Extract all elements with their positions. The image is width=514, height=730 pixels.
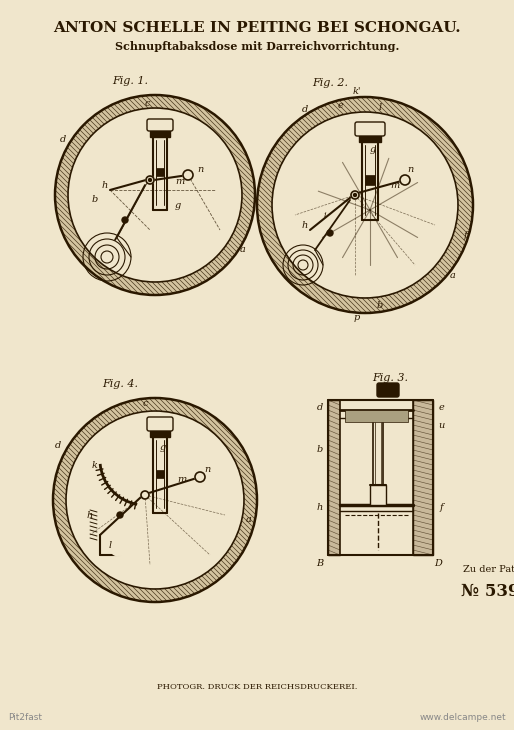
Text: k': k' <box>353 86 361 96</box>
Text: n: n <box>197 166 203 174</box>
Text: p: p <box>354 313 360 323</box>
Text: m: m <box>390 180 399 190</box>
Circle shape <box>141 491 149 499</box>
Bar <box>359 132 381 142</box>
Circle shape <box>272 112 458 298</box>
Text: c: c <box>336 401 340 409</box>
Text: n: n <box>407 166 413 174</box>
Text: m: m <box>177 474 187 483</box>
Text: e: e <box>438 404 444 412</box>
Text: u: u <box>438 420 444 429</box>
Text: B: B <box>317 558 323 567</box>
Text: Fig. 3.: Fig. 3. <box>372 373 408 383</box>
Circle shape <box>327 230 333 236</box>
Text: g: g <box>175 201 181 210</box>
Text: PHOTOGR. DRUCK DER REICHSDRUCKEREI.: PHOTOGR. DRUCK DER REICHSDRUCKEREI. <box>157 683 357 691</box>
Circle shape <box>55 95 255 295</box>
Text: a: a <box>246 515 252 524</box>
Text: g: g <box>370 145 376 155</box>
Text: m: m <box>175 177 185 186</box>
Bar <box>150 427 170 437</box>
Bar <box>370 485 386 505</box>
Text: d: d <box>302 104 308 113</box>
Text: D: D <box>434 558 442 567</box>
FancyBboxPatch shape <box>147 417 173 431</box>
Text: g: g <box>160 442 166 451</box>
Bar <box>365 175 375 185</box>
Text: www.delcampe.net: www.delcampe.net <box>419 713 506 723</box>
Circle shape <box>117 512 123 518</box>
Bar <box>156 168 164 176</box>
Text: f: f <box>439 504 443 512</box>
Bar <box>340 400 413 555</box>
Circle shape <box>195 472 205 482</box>
Text: e: e <box>337 101 343 110</box>
Text: h: h <box>102 180 108 190</box>
Text: a: a <box>450 271 456 280</box>
FancyBboxPatch shape <box>147 119 173 131</box>
Circle shape <box>146 176 154 184</box>
Text: f: f <box>463 231 467 239</box>
Text: n: n <box>204 466 210 474</box>
Circle shape <box>53 398 257 602</box>
Bar <box>156 470 164 478</box>
Text: Schnupftabaksdose mit Darreichvorrichtung.: Schnupftabaksdose mit Darreichvorrichtun… <box>115 40 399 52</box>
Circle shape <box>183 170 193 180</box>
Circle shape <box>66 411 244 589</box>
Text: c: c <box>142 399 148 407</box>
Text: a: a <box>240 245 246 255</box>
Text: Fig. 2.: Fig. 2. <box>312 78 348 88</box>
Text: k: k <box>92 461 98 469</box>
Text: A: A <box>384 383 392 393</box>
Text: № 53957.: № 53957. <box>461 583 514 600</box>
Text: b: b <box>92 196 98 204</box>
Bar <box>328 400 340 555</box>
Circle shape <box>354 193 357 196</box>
Bar <box>413 400 433 555</box>
Text: b: b <box>377 301 383 310</box>
Text: h: h <box>87 510 93 520</box>
Bar <box>345 410 408 422</box>
Circle shape <box>400 175 410 185</box>
Text: d: d <box>317 404 323 412</box>
Text: Pit2fast: Pit2fast <box>8 713 42 723</box>
Text: b: b <box>317 445 323 455</box>
Text: Zu der Patentschrift: Zu der Patentschrift <box>463 565 514 574</box>
Bar <box>150 127 170 137</box>
Text: d: d <box>55 440 61 450</box>
FancyBboxPatch shape <box>377 383 399 397</box>
Circle shape <box>68 108 242 282</box>
Text: i: i <box>324 211 326 219</box>
FancyBboxPatch shape <box>355 122 385 136</box>
Text: h: h <box>317 504 323 512</box>
Text: Fig. 4.: Fig. 4. <box>102 379 138 389</box>
Text: Fig. 1.: Fig. 1. <box>112 76 148 86</box>
Text: l: l <box>378 102 381 112</box>
Ellipse shape <box>111 544 129 556</box>
Circle shape <box>351 191 359 199</box>
Text: d: d <box>60 136 66 145</box>
Text: c: c <box>144 99 150 107</box>
Circle shape <box>257 97 473 313</box>
Circle shape <box>149 179 152 182</box>
Circle shape <box>122 217 128 223</box>
Text: ANTON SCHELLE IN PEITING BEI SCHONGAU.: ANTON SCHELLE IN PEITING BEI SCHONGAU. <box>53 21 461 35</box>
Text: l: l <box>108 540 112 550</box>
Ellipse shape <box>128 545 142 555</box>
Text: h: h <box>302 220 308 229</box>
